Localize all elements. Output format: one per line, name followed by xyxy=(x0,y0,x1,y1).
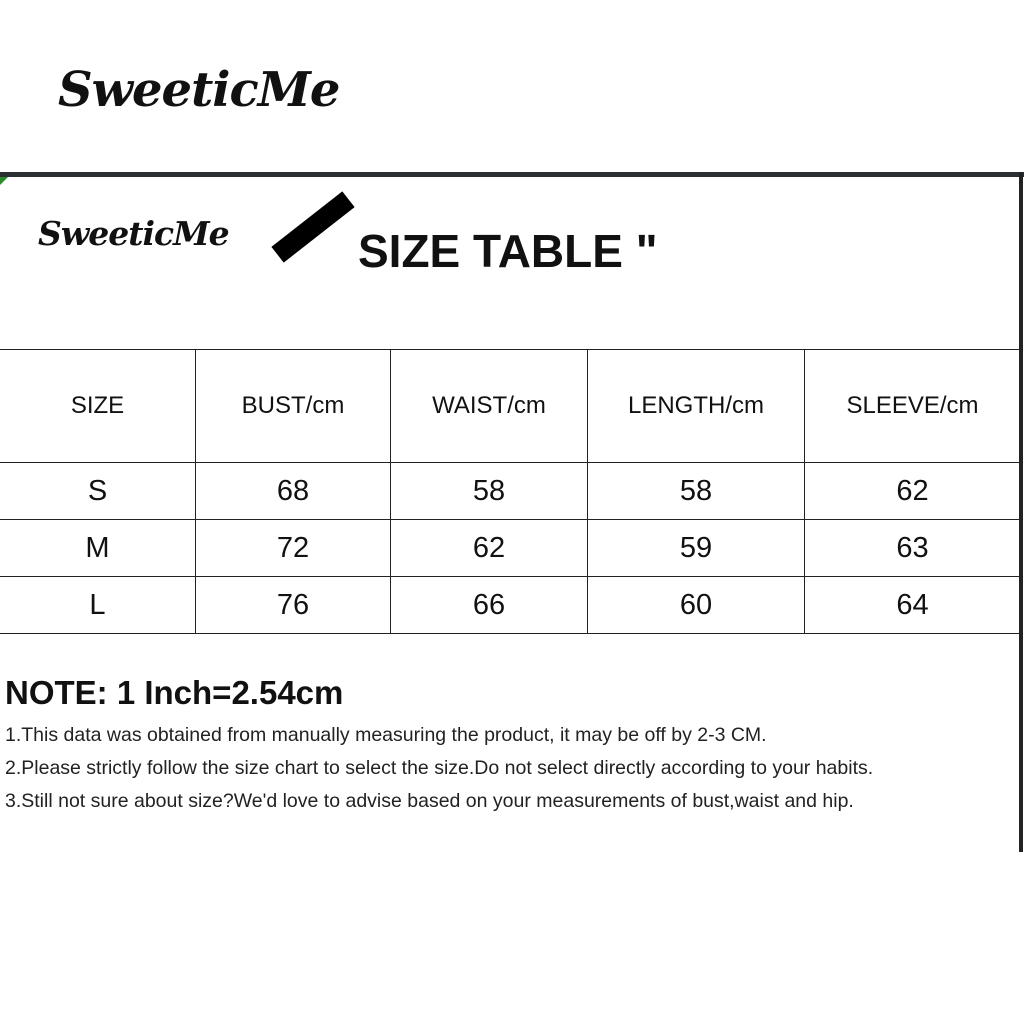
table-header-row: SIZE BUST/cm WAIST/cm LENGTH/cm SLEEVE/c… xyxy=(0,349,1021,463)
table-row: M 72 62 59 63 xyxy=(0,519,1021,577)
table-row: S 68 58 58 62 xyxy=(0,462,1021,520)
table-cell: 63 xyxy=(804,519,1021,577)
brand-logo-top: SweeticMe xyxy=(58,62,340,118)
slash-decoration-icon xyxy=(271,191,355,263)
corner-accent xyxy=(0,177,8,185)
table-cell: L xyxy=(0,576,196,634)
header-cell: SLEEVE/cm xyxy=(804,349,1021,463)
size-table: SIZE BUST/cm WAIST/cm LENGTH/cm SLEEVE/c… xyxy=(0,349,1021,634)
header-cell: BUST/cm xyxy=(195,349,391,463)
table-cell: 64 xyxy=(804,576,1021,634)
table-cell: 58 xyxy=(390,462,588,520)
table-cell: 60 xyxy=(587,576,805,634)
table-cell: 59 xyxy=(587,519,805,577)
note-line: 2.Please strictly follow the size chart … xyxy=(5,757,874,779)
table-cell: 62 xyxy=(804,462,1021,520)
frame-top-border xyxy=(0,172,1024,177)
table-cell: 66 xyxy=(390,576,588,634)
table-cell: M xyxy=(0,519,196,577)
table-cell: 68 xyxy=(195,462,391,520)
table-cell: 62 xyxy=(390,519,588,577)
frame-right-border xyxy=(1019,172,1023,852)
header-cell: LENGTH/cm xyxy=(587,349,805,463)
table-cell: 58 xyxy=(587,462,805,520)
table-row: L 76 66 60 64 xyxy=(0,576,1021,634)
header-cell: WAIST/cm xyxy=(390,349,588,463)
note-line: 3.Still not sure about size?We'd love to… xyxy=(5,790,854,812)
page-title: SIZE TABLE " xyxy=(358,225,658,277)
note-line: 1.This data was obtained from manually m… xyxy=(5,724,767,746)
header-cell: SIZE xyxy=(0,349,196,463)
table-cell: 72 xyxy=(195,519,391,577)
note-heading: NOTE: 1 Inch=2.54cm xyxy=(5,674,344,711)
brand-logo-inner: SweeticMe xyxy=(38,214,230,253)
table-cell: S xyxy=(0,462,196,520)
table-cell: 76 xyxy=(195,576,391,634)
